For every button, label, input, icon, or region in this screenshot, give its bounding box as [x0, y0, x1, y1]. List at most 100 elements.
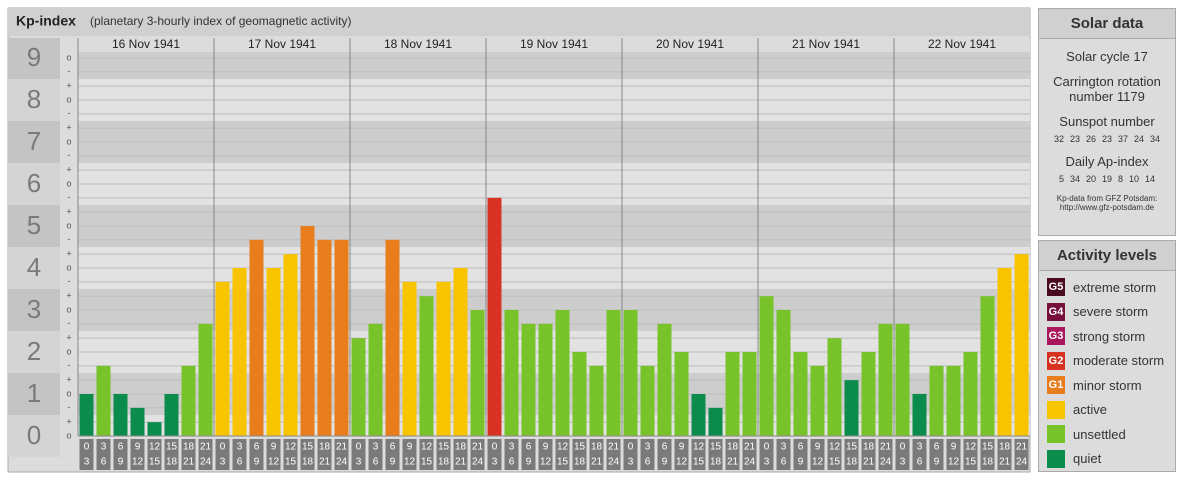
x-tick-box — [912, 439, 927, 470]
legend-swatch: G5 — [1047, 278, 1065, 297]
x-tick-label: 21 — [608, 442, 620, 453]
sunspot-number: 32 — [1053, 134, 1064, 144]
x-tick-label: 6 — [101, 457, 107, 468]
x-tick-box — [402, 439, 417, 470]
legend-swatch: G2 — [1047, 351, 1065, 370]
x-tick-box — [334, 439, 349, 470]
x-tick-label: 15 — [693, 457, 705, 468]
bar — [147, 422, 162, 436]
x-tick-label: 24 — [1016, 457, 1028, 468]
x-tick-label: 3 — [917, 442, 923, 453]
x-tick-label: 18 — [710, 457, 722, 468]
x-tick-box — [963, 439, 978, 470]
sunspot-number: 34 — [1150, 134, 1161, 144]
x-tick-box — [725, 439, 740, 470]
bar — [79, 394, 94, 436]
x-tick-label: 0 — [84, 442, 90, 453]
x-tick-label: 21 — [591, 457, 603, 468]
bar — [606, 310, 621, 436]
ap-value: 10 — [1129, 174, 1140, 184]
x-tick-label: 3 — [764, 457, 770, 468]
bar — [266, 268, 281, 436]
bar — [742, 352, 757, 436]
bar — [504, 310, 519, 436]
x-tick-label: 21 — [1016, 442, 1028, 453]
x-tick-label: 6 — [934, 442, 940, 453]
panel-title: Activity levels — [1039, 241, 1175, 271]
x-tick-label: 9 — [118, 457, 124, 468]
band — [8, 205, 60, 247]
x-tick-label: 3 — [356, 457, 362, 468]
x-tick-label: 3 — [645, 442, 651, 453]
x-tick-label: 6 — [526, 442, 532, 453]
x-tick-box — [640, 439, 655, 470]
legend-label: active — [1073, 402, 1107, 418]
legend-item: G3 strong storm — [1039, 324, 1175, 349]
day-label: 17 Nov 1941 — [248, 37, 316, 51]
x-tick-label: 24 — [880, 457, 892, 468]
x-tick-label: 12 — [557, 442, 569, 453]
x-tick-label: 6 — [662, 442, 668, 453]
x-tick-label: 9 — [271, 442, 277, 453]
day-label: 19 Nov 1941 — [520, 37, 588, 51]
sunspot-number: 23 — [1069, 134, 1080, 144]
x-tick-label: 0 — [764, 442, 770, 453]
x-tick-box — [606, 439, 621, 470]
x-tick-label: 21 — [727, 457, 739, 468]
x-tick-label: 18 — [438, 457, 450, 468]
band — [8, 247, 60, 289]
x-tick-label: 12 — [540, 457, 552, 468]
x-tick-box — [504, 439, 519, 470]
x-tick-label: 12 — [948, 457, 960, 468]
x-tick-label: 3 — [509, 442, 515, 453]
legend-label: extreme storm — [1073, 279, 1157, 295]
y-tick-label: 9 — [27, 42, 41, 72]
panel-title: Solar data — [1039, 9, 1175, 39]
x-tick-label: 6 — [509, 457, 515, 468]
x-tick-label: 18 — [319, 442, 331, 453]
chart-title: Kp-index — [16, 13, 76, 29]
x-tick-label: 24 — [200, 457, 212, 468]
bar — [929, 365, 944, 436]
x-tick-box — [368, 439, 383, 470]
x-tick-label: 3 — [373, 442, 379, 453]
bar — [317, 239, 332, 436]
x-tick-box — [980, 439, 995, 470]
minor-tick-label: + — [66, 81, 71, 91]
legend-swatch: G3 — [1047, 327, 1065, 346]
x-tick-label: 18 — [574, 457, 586, 468]
day-label: 21 Nov 1941 — [792, 37, 860, 51]
x-tick-label: 9 — [798, 457, 804, 468]
x-tick-label: 6 — [645, 457, 651, 468]
x-tick-label: 24 — [744, 457, 756, 468]
minor-tick-label: + — [66, 207, 71, 217]
bar — [300, 226, 315, 436]
minor-tick-label: o — [66, 346, 71, 356]
legend-swatch: G1 — [1047, 376, 1065, 395]
sunspot-number: 26 — [1085, 134, 1096, 144]
x-tick-box — [96, 439, 111, 470]
x-tick-box — [861, 439, 876, 470]
x-tick-label: 12 — [812, 457, 824, 468]
legend-label: quiet — [1073, 451, 1102, 467]
sunspot-number: 37 — [1118, 134, 1129, 144]
bar — [980, 296, 995, 436]
minor-tick-label: - — [68, 192, 71, 202]
bar — [385, 239, 400, 436]
x-tick-box — [1014, 439, 1029, 470]
legend-label: minor storm — [1073, 377, 1142, 393]
bar — [640, 365, 655, 436]
minor-tick-label: - — [68, 234, 71, 244]
x-tick-box — [844, 439, 859, 470]
x-tick-box — [470, 439, 485, 470]
x-tick-label: 6 — [781, 457, 787, 468]
x-tick-label: 21 — [744, 442, 756, 453]
x-tick-label: 9 — [951, 442, 957, 453]
y-tick-label: 3 — [27, 294, 41, 324]
title-bar — [8, 8, 1030, 36]
sunspot-label: Sunspot number — [1059, 114, 1155, 129]
x-tick-box — [249, 439, 264, 470]
bar — [572, 352, 587, 436]
ap-value: 34 — [1069, 174, 1080, 184]
x-tick-label: 6 — [118, 442, 124, 453]
